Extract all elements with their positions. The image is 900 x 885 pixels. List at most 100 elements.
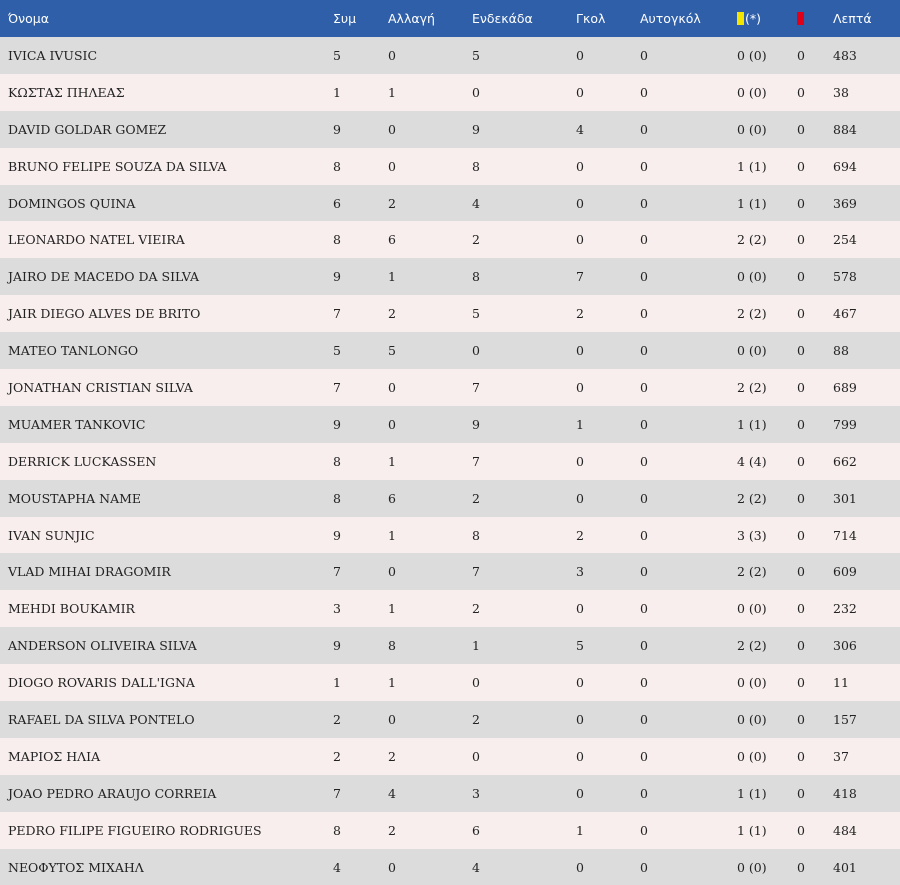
yellow-cards-cell: 0 (0) [737, 748, 767, 764]
starts-cell: 2 [472, 232, 480, 248]
substitutions-cell: 2 [388, 748, 396, 764]
red-cards-cell: 0 [797, 121, 805, 137]
table-row: DERRICK LUCKASSEN 8 1 7 0 0 4 (4) 0 662 [0, 442, 900, 480]
player-name-cell[interactable]: DIOGO ROVARIS DALL'IGNA [8, 675, 195, 691]
player-name-cell[interactable]: MOUSTAPHA NAME [8, 490, 142, 506]
player-name-cell[interactable]: MATEO TANLONGO [8, 343, 139, 359]
goals-cell: 1 [576, 416, 584, 432]
yellow-card-icon [737, 12, 744, 25]
starts-cell: 8 [472, 158, 480, 174]
yellow-cards-cell: 0 (0) [737, 121, 767, 137]
starts-cell: 5 [472, 306, 480, 322]
player-name-cell[interactable]: JAIRO DE MACEDO DA SILVA [8, 269, 200, 285]
red-cards-cell: 0 [797, 711, 805, 727]
player-name-cell[interactable]: DOMINGOS QUINA [8, 195, 136, 211]
starts-cell: 0 [472, 748, 480, 764]
appearances-cell: 7 [333, 564, 341, 580]
starts-cell: 3 [472, 785, 480, 801]
goals-cell: 0 [576, 158, 584, 174]
player-name-cell[interactable]: ANDERSON OLIVEIRA SILVA [8, 638, 197, 654]
player-name-cell[interactable]: ΝΕΟΦΥΤΟΣ ΜΙΧΑΗΛ [8, 859, 144, 875]
starts-cell: 9 [472, 416, 480, 432]
own-goals-cell: 0 [640, 785, 648, 801]
own-goals-cell: 0 [640, 564, 648, 580]
goals-cell: 0 [576, 748, 584, 764]
player-name-cell[interactable]: DAVID GOLDAR GOMEZ [8, 121, 167, 137]
column-header-sub[interactable]: Αλλαγή [388, 11, 435, 26]
starts-cell: 4 [472, 859, 480, 875]
column-header-yellow-cards[interactable]: (*) [729, 0, 789, 37]
player-name-cell[interactable]: RAFAEL DA SILVA PONTELO [8, 711, 195, 727]
table-header: Όνομα Συμ Αλλαγή Ενδεκάδα Γκολ Αυτογκόλ … [0, 0, 900, 37]
yellow-cards-cell: 2 (2) [737, 564, 767, 580]
starts-cell: 5 [472, 47, 480, 63]
goals-cell: 0 [576, 379, 584, 395]
player-name-cell[interactable]: MUAMER TANKOVIC [8, 416, 146, 432]
table-row: VLAD MIHAI DRAGOMIR 7 0 7 3 0 2 (2) 0 609 [0, 553, 900, 591]
red-cards-cell: 0 [797, 343, 805, 359]
player-name-cell[interactable]: JONATHAN CRISTIAN SILVA [8, 379, 193, 395]
yellow-cards-cell: 0 (0) [737, 84, 767, 100]
yellow-cards-cell: 2 (2) [737, 306, 767, 322]
column-header-minutes[interactable]: Λεπτά [833, 11, 872, 26]
goals-cell: 0 [576, 601, 584, 617]
yellow-cards-cell: 0 (0) [737, 675, 767, 691]
substitutions-cell: 1 [388, 84, 396, 100]
player-name-cell[interactable]: JAIR DIEGO ALVES DE BRITO [8, 306, 201, 322]
appearances-cell: 7 [333, 785, 341, 801]
starts-cell: 7 [472, 564, 480, 580]
yellow-cards-cell: 4 (4) [737, 453, 767, 469]
yellow-card-note: (*) [745, 11, 762, 26]
appearances-cell: 8 [333, 158, 341, 174]
goals-cell: 7 [576, 269, 584, 285]
table-row: LEONARDO NATEL VIEIRA 8 6 2 0 0 2 (2) 0 254 [0, 221, 900, 259]
player-name-cell[interactable]: VLAD MIHAI DRAGOMIR [8, 564, 171, 580]
player-name-cell[interactable]: IVICA IVUSIC [8, 47, 98, 63]
table-row: JOAO PEDRO ARAUJO CORREIA 7 4 3 0 0 1 (1) 0 418 [0, 774, 900, 812]
player-name-cell[interactable]: IVAN SUNJIC [8, 527, 95, 543]
substitutions-cell: 8 [388, 638, 396, 654]
column-header-goals[interactable]: Γκολ [576, 11, 606, 26]
column-header-starts[interactable]: Ενδεκάδα [472, 11, 533, 26]
column-header-apps[interactable]: Συμ [333, 11, 357, 26]
starts-cell: 8 [472, 527, 480, 543]
substitutions-cell: 5 [388, 343, 396, 359]
table-row: JONATHAN CRISTIAN SILVA 7 0 7 0 0 2 (2) 0 689 [0, 369, 900, 406]
table-row: DOMINGOS QUINA 6 2 4 0 0 1 (1) 0 369 [0, 184, 900, 222]
substitutions-cell: 0 [388, 711, 396, 727]
goals-cell: 2 [576, 527, 584, 543]
player-name-cell[interactable]: MEHDI BOUKAMIR [8, 601, 135, 617]
yellow-cards-cell: 2 (2) [737, 490, 767, 506]
goals-cell: 0 [576, 47, 584, 63]
own-goals-cell: 0 [640, 490, 648, 506]
appearances-cell: 5 [333, 47, 341, 63]
column-header-red-cards[interactable] [789, 0, 825, 37]
own-goals-cell: 0 [640, 859, 648, 875]
table-row: ΚΩΣΤΑΣ ΠΗΛΕΑΣ 1 1 0 0 0 0 (0) 0 38 [0, 73, 900, 111]
minutes-cell: 689 [833, 379, 857, 395]
yellow-cards-cell: 1 (1) [737, 158, 767, 174]
player-name-cell[interactable]: ΚΩΣΤΑΣ ΠΗΛΕΑΣ [8, 84, 125, 100]
red-cards-cell: 0 [797, 269, 805, 285]
yellow-cards-cell: 2 (2) [737, 379, 767, 395]
column-header-own-goals[interactable]: Αυτογκόλ [640, 11, 701, 26]
player-name-cell[interactable]: ΜΑΡΙΟΣ ΗΛΙΑ [8, 748, 101, 764]
starts-cell: 2 [472, 601, 480, 617]
column-header-name[interactable]: Όνομα [8, 11, 49, 26]
minutes-cell: 401 [833, 859, 857, 875]
appearances-cell: 6 [333, 195, 341, 211]
starts-cell: 0 [472, 84, 480, 100]
appearances-cell: 8 [333, 232, 341, 248]
player-name-cell[interactable]: BRUNO FELIPE SOUZA DA SILVA [8, 158, 227, 174]
starts-cell: 0 [472, 675, 480, 691]
player-name-cell[interactable]: LEONARDO NATEL VIEIRA [8, 232, 185, 248]
yellow-cards-cell: 0 (0) [737, 601, 767, 617]
appearances-cell: 8 [333, 490, 341, 506]
minutes-cell: 369 [833, 195, 857, 211]
goals-cell: 0 [576, 859, 584, 875]
minutes-cell: 694 [833, 158, 857, 174]
player-name-cell[interactable]: DERRICK LUCKASSEN [8, 453, 157, 469]
player-name-cell[interactable]: PEDRO FILIPE FIGUEIRO RODRIGUES [8, 822, 262, 838]
player-name-cell[interactable]: JOAO PEDRO ARAUJO CORREIA [8, 785, 217, 801]
yellow-cards-cell: 1 (1) [737, 416, 767, 432]
